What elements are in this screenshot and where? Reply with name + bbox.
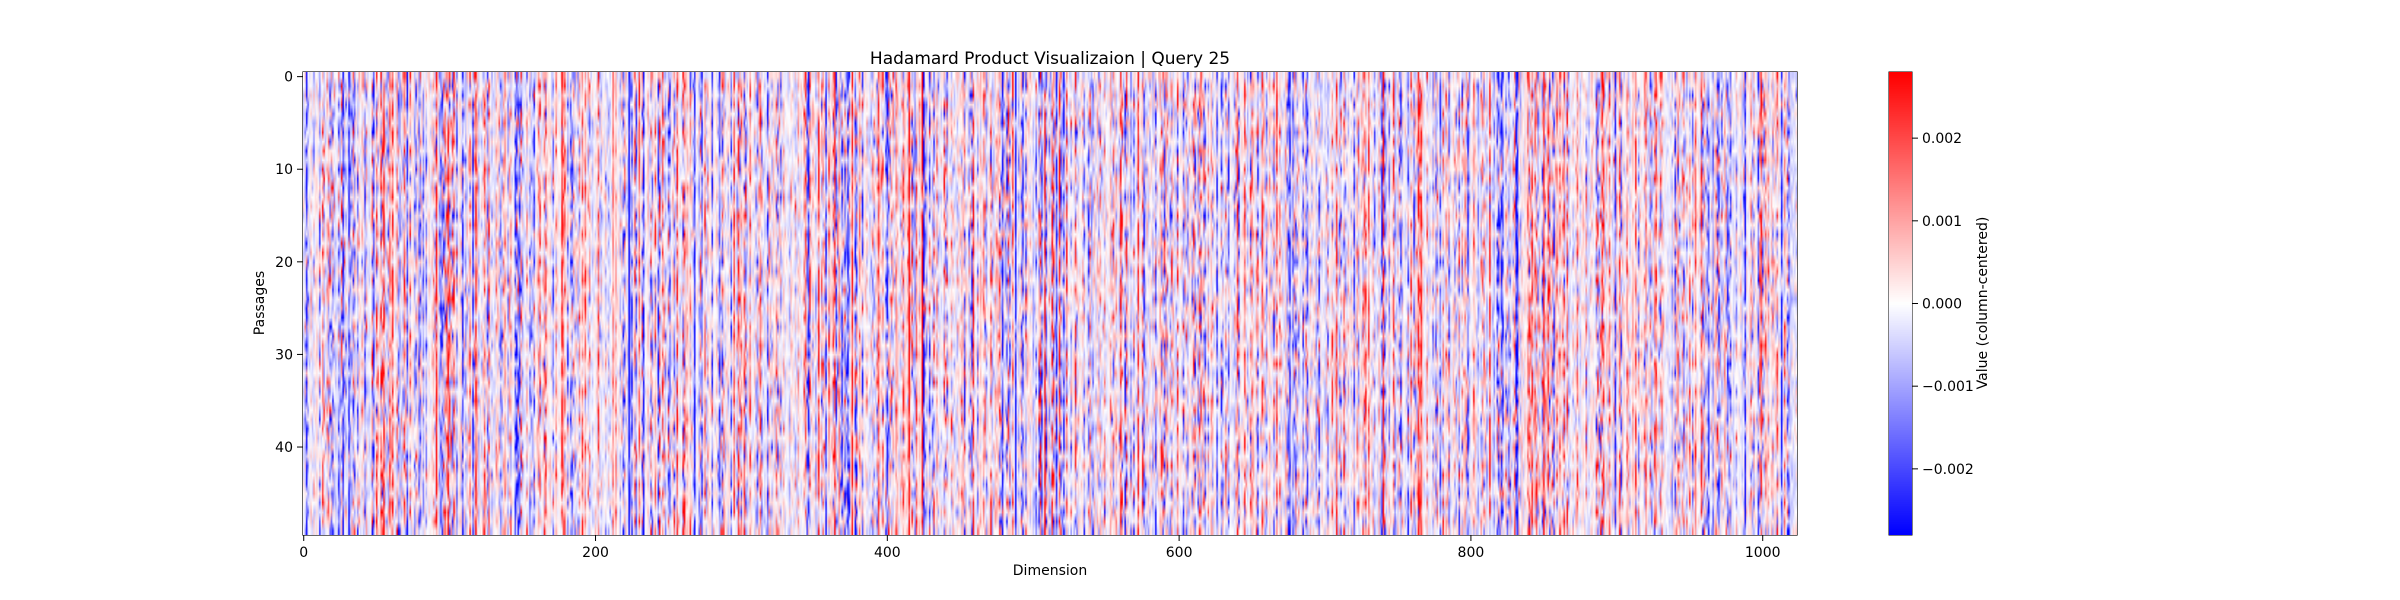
y-tick-label: 0 [284, 70, 293, 86]
x-axis-label: Dimension [1013, 563, 1087, 579]
colorbar-tick-label: 0.000 [1922, 297, 1962, 313]
y-tick-label: 30 [275, 347, 293, 363]
y-tick-label: 40 [275, 440, 293, 456]
x-axis: 0 200 400 600 800 1000 [299, 535, 1781, 561]
colorbar-axis: 0.002 0.001 0.000 −0.001 −0.002 [1912, 131, 1974, 478]
x-tick-label: 200 [582, 545, 609, 561]
x-tick-label: 0 [299, 545, 308, 561]
chart-title: Hadamard Product Visualizaion | Query 25 [870, 49, 1230, 69]
y-axis-label: Passages [252, 271, 268, 335]
colorbar-tick-label: 0.001 [1922, 214, 1962, 230]
x-tick-label: 800 [1458, 545, 1485, 561]
y-tick-label: 10 [275, 162, 293, 178]
x-tick-label: 400 [874, 545, 901, 561]
colorbar-gradient [1889, 72, 1912, 535]
heatmap-image [303, 72, 1797, 535]
y-tick-label: 20 [275, 255, 293, 271]
x-tick-label: 600 [1166, 545, 1193, 561]
colorbar-tick-label: 0.002 [1922, 131, 1962, 147]
colorbar-label: Value (column-centered) [1975, 217, 1991, 390]
x-tick-label: 1000 [1745, 545, 1781, 561]
colorbar-tick-label: −0.001 [1922, 379, 1974, 395]
colorbar-tick-label: −0.002 [1922, 462, 1974, 478]
y-axis: 0 10 20 30 40 [275, 70, 303, 456]
